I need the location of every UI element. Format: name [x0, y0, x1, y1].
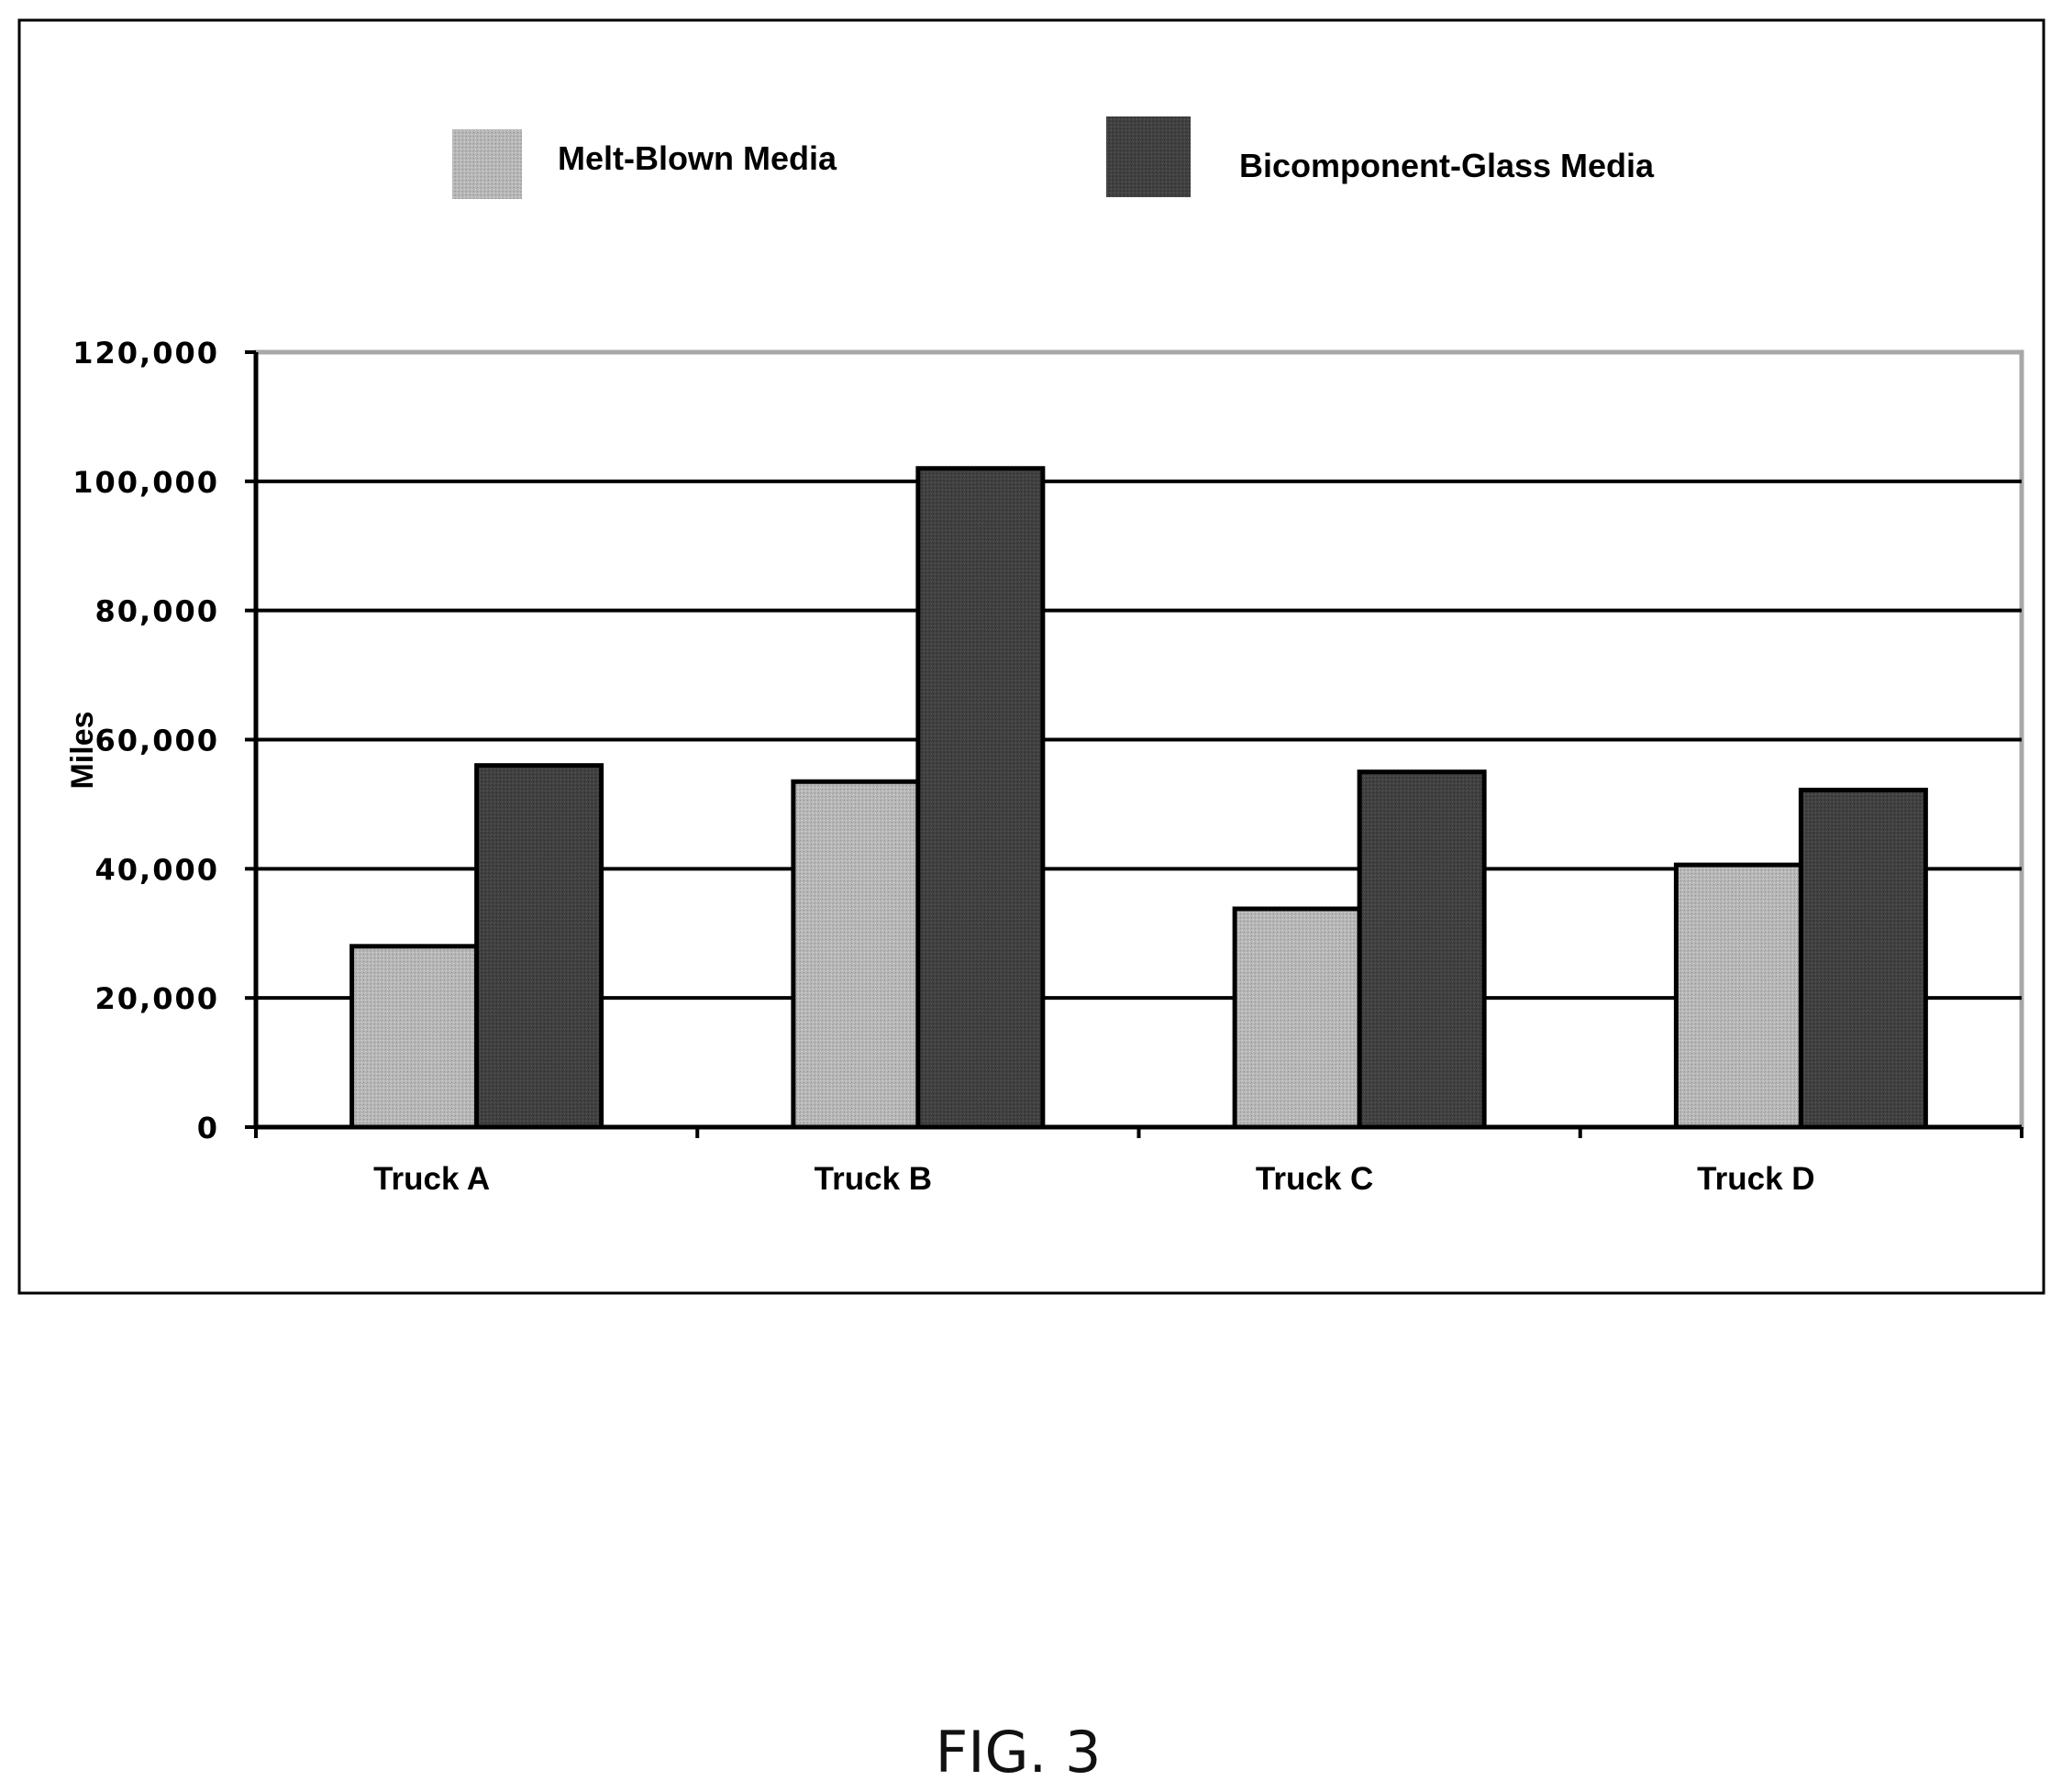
legend-swatch-melt-blown	[452, 129, 522, 199]
y-tick-labels: 0 20,000 40,000 60,000 80,000 100,000 120,000	[72, 336, 219, 1145]
bar-melt-blown-truck-a	[349, 944, 480, 1130]
y-tick-label: 100,000	[72, 465, 219, 500]
legend: Melt-Blown Media Bicomponent-Glass Media	[452, 116, 1655, 199]
y-tick-label: 60,000	[95, 724, 219, 758]
x-category-label: Truck A	[373, 1161, 490, 1197]
figure-caption: FIG. 3	[936, 1719, 1102, 1786]
y-tick-label: 40,000	[95, 852, 219, 887]
bar-bicomponent-glass-truck-b	[915, 466, 1046, 1130]
legend-swatch-bicomponent-glass	[1106, 116, 1191, 197]
bars	[349, 466, 1928, 1130]
x-tick-marks	[254, 1127, 2023, 1138]
legend-label-melt-blown: Melt-Blown Media	[558, 139, 837, 177]
bar-bicomponent-glass-truck-a	[474, 763, 604, 1130]
y-axis-title: Miles	[65, 711, 100, 789]
legend-label-bicomponent-glass: Bicomponent-Glass Media	[1239, 147, 1655, 184]
x-category-label: Truck C	[1256, 1161, 1373, 1197]
bar-bicomponent-glass-truck-c	[1357, 769, 1487, 1130]
x-category-labels: Truck A Truck B Truck C Truck D	[373, 1161, 1814, 1197]
y-tick-label: 80,000	[95, 594, 219, 629]
y-tick-label: 0	[197, 1111, 219, 1145]
bar-bicomponent-glass-truck-d	[1798, 787, 1928, 1130]
x-category-label: Truck B	[815, 1161, 932, 1197]
bar-melt-blown-truck-b	[791, 779, 921, 1130]
bar-melt-blown-truck-c	[1232, 906, 1362, 1130]
x-category-label: Truck D	[1697, 1161, 1814, 1197]
y-tick-label: 20,000	[95, 981, 219, 1016]
y-tick-label: 120,000	[72, 336, 219, 371]
plot-area: 020,00040,00060,00080,000100,000120,000 …	[72, 336, 2024, 1197]
bar-melt-blown-truck-d	[1673, 862, 1803, 1130]
